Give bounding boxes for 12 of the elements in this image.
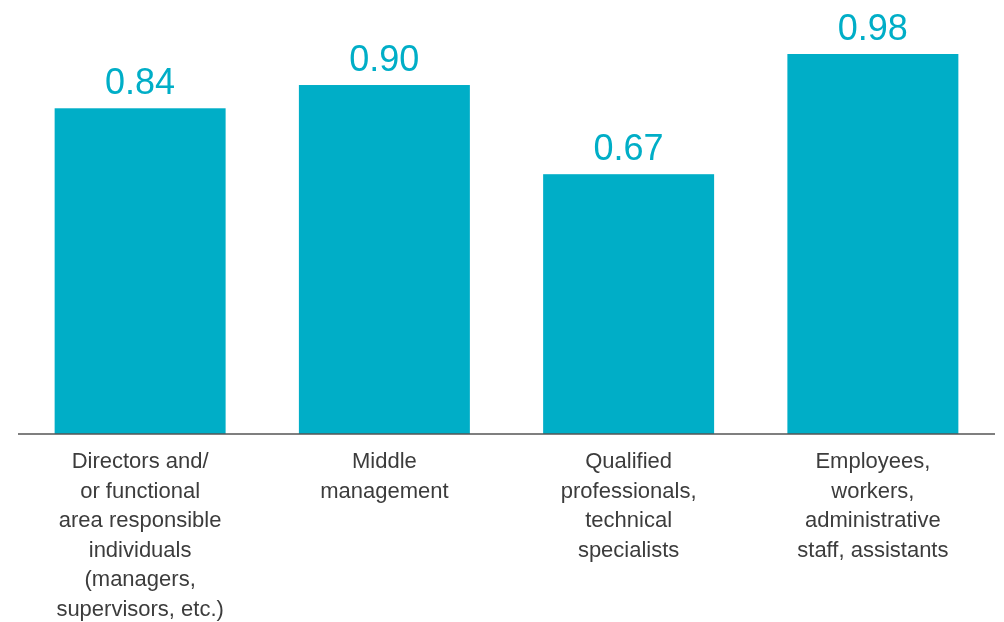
x-tick-label: Middle management [320, 448, 449, 503]
data-label: 0.90 [349, 38, 420, 80]
bar [787, 54, 959, 434]
data-label: 0.98 [837, 7, 908, 48]
x-tick-label: Employees, workers, administrative staff, assistants [797, 448, 949, 562]
x-tick-label: Qualified professionals, technical specialists [560, 448, 697, 562]
bar [298, 85, 470, 434]
bar [54, 108, 226, 434]
x-tick-label: Directors and/ or functional area responsible individuals (managers, supervisors, etc.) [56, 448, 224, 621]
data-label: 0.84 [105, 61, 176, 103]
bar [543, 174, 715, 434]
data-label: 0.67 [593, 127, 664, 169]
